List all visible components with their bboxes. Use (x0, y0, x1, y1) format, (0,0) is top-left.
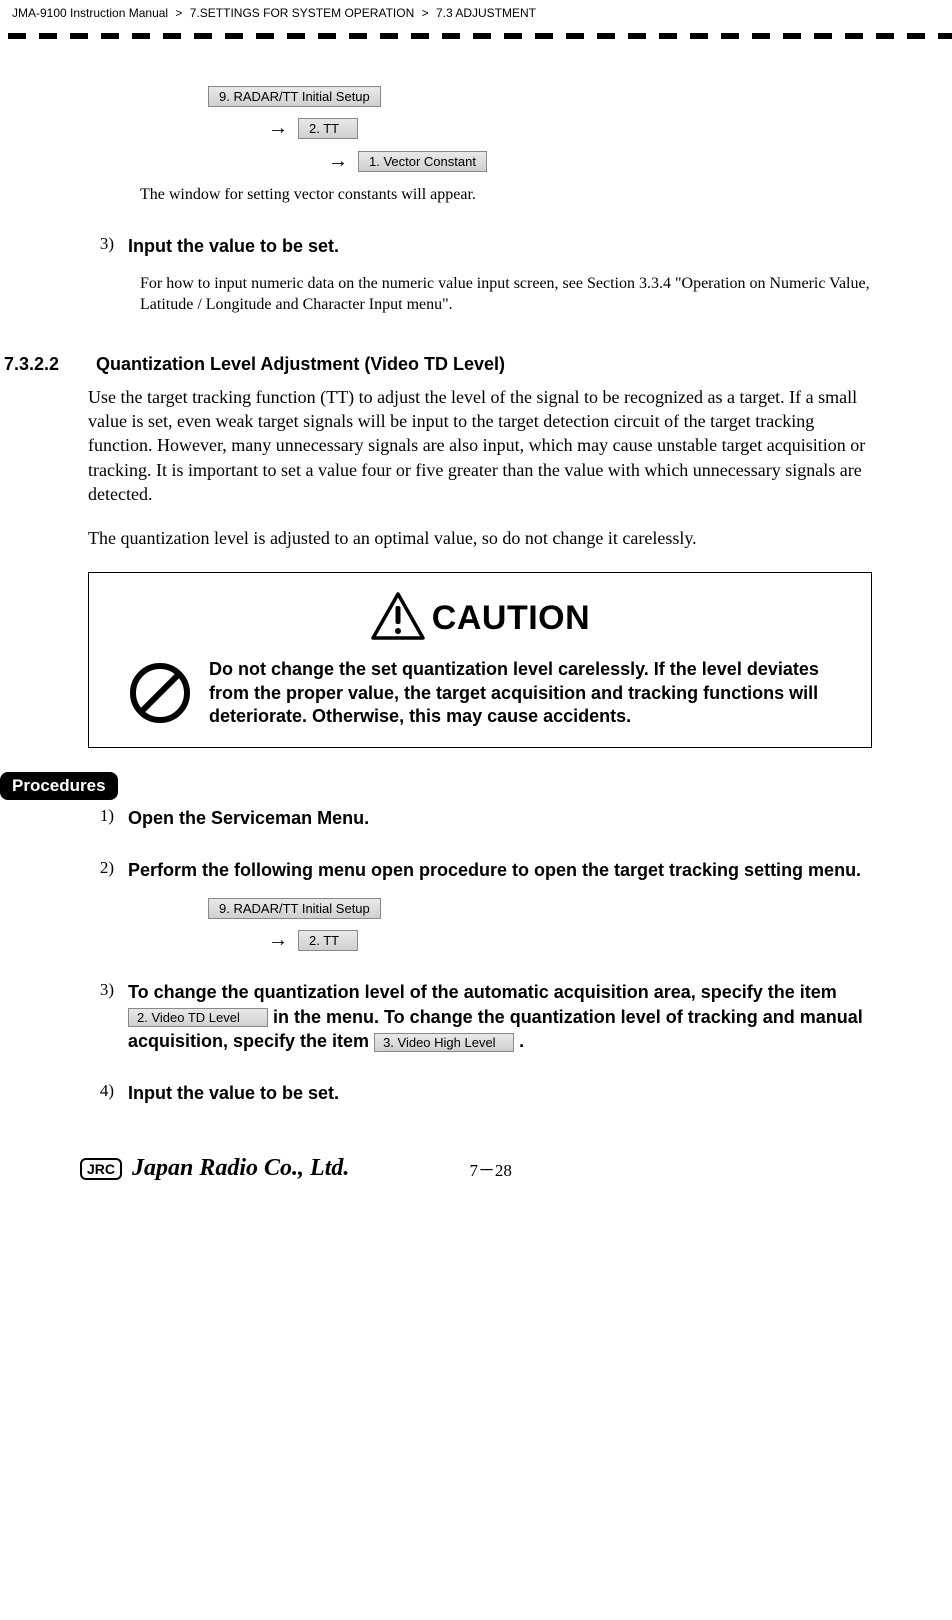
step-number: 3) (88, 234, 128, 258)
caution-triangle-icon (370, 591, 426, 646)
caution-box: CAUTION Do not change the set quantizati… (88, 572, 872, 747)
page-footer: JRC Japan Radio Co., Ltd. 7－28 (0, 1155, 952, 1202)
menu-button-radar-tt: 9. RADAR/TT Initial Setup (208, 86, 381, 107)
breadcrumb-3: 7.3 ADJUSTMENT (436, 6, 536, 20)
menu-button-tt: 2. TT (298, 118, 358, 139)
step-title: Input the value to be set. (128, 234, 872, 258)
section-body-2: The quantization level is adjusted to an… (88, 526, 872, 550)
arrow-icon: → (268, 117, 288, 140)
step-title: Input the value to be set. (128, 1081, 872, 1105)
breadcrumb-sep: > (422, 6, 429, 20)
arrow-icon: → (268, 929, 288, 952)
menu-path-1: 9. RADAR/TT Initial Setup → 2. TT → 1. V… (88, 86, 872, 173)
menu-button-tt: 2. TT (298, 930, 358, 951)
jrc-logo-icon: JRC (80, 1158, 122, 1180)
breadcrumb-sep: > (175, 6, 182, 20)
prohibit-icon (109, 658, 191, 724)
dashed-divider (0, 26, 952, 46)
menu-button-vector-constant: 1. Vector Constant (358, 151, 487, 172)
step-title: To change the quantization level of the … (128, 980, 872, 1053)
breadcrumb-header: JMA-9100 Instruction Manual > 7.SETTINGS… (0, 0, 952, 22)
procedures-badge: Procedures (0, 772, 118, 800)
step-number: 1) (88, 806, 128, 830)
text-part: . (519, 1031, 524, 1051)
step-number: 3) (88, 980, 128, 1053)
company-name: Japan Radio Co., Ltd. (132, 1155, 349, 1182)
section-body-1: Use the target tracking function (TT) to… (88, 385, 872, 506)
step-title: Open the Serviceman Menu. (128, 806, 872, 830)
step-number: 2) (88, 858, 128, 882)
arrow-icon: → (328, 150, 348, 173)
caution-label: CAUTION (432, 599, 590, 638)
section-title: Quantization Level Adjustment (Video TD … (96, 354, 505, 375)
text-part: To change the quantization level of the … (128, 982, 837, 1002)
breadcrumb-2: 7.SETTINGS FOR SYSTEM OPERATION (190, 6, 414, 20)
step-title: Perform the following menu open procedur… (128, 858, 872, 882)
step-number: 4) (88, 1081, 128, 1105)
section-number: 7.3.2.2 (0, 354, 96, 375)
breadcrumb-1: JMA-9100 Instruction Manual (12, 6, 168, 20)
step-body: For how to input numeric data on the num… (88, 274, 872, 316)
menu-path-2: 9. RADAR/TT Initial Setup → 2. TT (88, 898, 872, 952)
menu-button-video-high-level: 3. Video High Level (374, 1033, 514, 1052)
menu-button-radar-tt: 9. RADAR/TT Initial Setup (208, 898, 381, 919)
caution-body: Do not change the set quantization level… (209, 658, 851, 728)
menu-button-video-td-level: 2. Video TD Level (128, 1008, 268, 1027)
body-text-1: The window for setting vector constants … (88, 185, 872, 206)
page-number: 7－28 (469, 1156, 512, 1181)
